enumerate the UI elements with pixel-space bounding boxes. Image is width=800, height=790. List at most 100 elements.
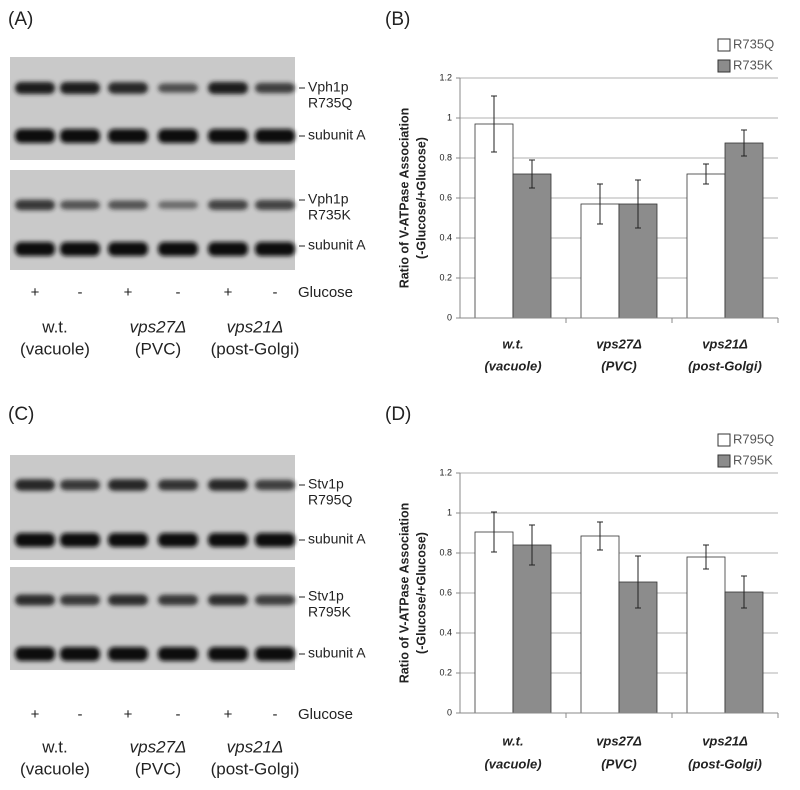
y-tick-label: 0 <box>447 707 452 717</box>
band-label: R735Q <box>308 95 352 111</box>
protein-band <box>108 82 148 94</box>
bar <box>474 123 514 319</box>
y-tick-label: 0.2 <box>439 272 452 282</box>
legend-swatch <box>717 454 731 468</box>
protein-band <box>15 199 55 211</box>
y-axis-label: (-Glucose/+Glucose) <box>414 137 428 259</box>
protein-band <box>108 479 148 491</box>
subunit-band <box>60 533 100 547</box>
subunit-band <box>255 647 295 661</box>
band-label: R795Q <box>308 492 352 508</box>
bar <box>724 591 764 714</box>
x-tick-label: vps27Δ <box>596 336 642 351</box>
legend-swatch <box>717 433 731 447</box>
glucose-sign: - <box>176 706 181 723</box>
protein-band <box>15 594 55 606</box>
subunit-band <box>158 647 198 661</box>
legend-label: R735K <box>733 57 773 72</box>
y-tick-label: 0.6 <box>439 587 452 597</box>
y-axis-label: Ratio of V-ATPase Association <box>397 108 411 289</box>
protein-band <box>208 594 248 606</box>
subunit-band <box>158 242 198 256</box>
band-label: R795K <box>308 604 351 620</box>
panel-label: (C) <box>8 404 34 425</box>
strain-label: (vacuole) <box>20 339 90 358</box>
strain-label: (vacuole) <box>20 759 90 778</box>
protein-band <box>108 200 148 210</box>
strain-label: vps27Δ <box>130 317 187 336</box>
legend-swatch <box>717 38 731 52</box>
subunit-band <box>255 242 295 256</box>
blot-background <box>10 57 295 160</box>
protein-band <box>158 83 198 93</box>
strain-label: vps21Δ <box>227 317 284 336</box>
subunit-band <box>60 647 100 661</box>
bar <box>474 531 514 714</box>
error-bar <box>741 575 747 609</box>
x-tick-label: (PVC) <box>601 756 636 771</box>
subunit-band <box>60 129 100 143</box>
subunit-band <box>208 647 248 661</box>
subunit-band <box>208 242 248 256</box>
glucose-sign: + <box>31 706 40 723</box>
protein-band <box>208 82 248 94</box>
y-tick-label: 0.8 <box>439 547 452 557</box>
strain-label: (PVC) <box>135 759 181 778</box>
glucose-sign: + <box>124 284 133 301</box>
error-bar <box>597 183 603 225</box>
y-tick-label: 0 <box>447 312 452 322</box>
x-tick-label: vps27Δ <box>596 733 642 748</box>
error-bar <box>703 163 709 185</box>
blot-background <box>10 170 295 270</box>
y-tick-label: 0.8 <box>439 152 452 162</box>
protein-band <box>15 82 55 94</box>
x-tick-label: vps21Δ <box>702 733 748 748</box>
subunit-band <box>15 647 55 661</box>
error-bar <box>491 511 497 553</box>
glucose-label: Glucose <box>298 706 353 723</box>
x-tick-label: w.t. <box>502 336 523 351</box>
bar <box>512 173 552 319</box>
strain-label: w.t. <box>41 737 68 756</box>
y-tick-label: 1.2 <box>439 467 452 477</box>
glucose-sign: - <box>273 706 278 723</box>
protein-band <box>208 200 248 210</box>
strain-label: vps27Δ <box>130 737 187 756</box>
subunit-band <box>255 533 295 547</box>
protein-band <box>60 200 100 210</box>
glucose-sign: + <box>31 284 40 301</box>
panel-label: (B) <box>385 9 410 30</box>
subunit-band <box>108 647 148 661</box>
strain-label: vps21Δ <box>227 737 284 756</box>
bar <box>686 173 726 319</box>
subunit-band <box>158 533 198 547</box>
protein-band <box>255 479 295 491</box>
band-label: Vph1p <box>308 191 349 207</box>
bar <box>686 556 726 714</box>
subunit-band <box>158 129 198 143</box>
protein-band <box>208 479 248 491</box>
bar <box>580 535 620 714</box>
y-tick-label: 0.2 <box>439 667 452 677</box>
y-axis-label: Ratio of V-ATPase Association <box>397 503 411 684</box>
band-label: Vph1p <box>308 79 349 95</box>
x-tick-label: (vacuole) <box>484 358 541 373</box>
strain-label: (PVC) <box>135 339 181 358</box>
band-label: subunit A <box>308 237 366 253</box>
band-label: subunit A <box>308 531 366 547</box>
y-tick-label: 1 <box>447 112 452 122</box>
error-bar <box>597 521 603 551</box>
protein-band <box>108 594 148 606</box>
subunit-band <box>15 242 55 256</box>
glucose-sign: - <box>78 706 83 723</box>
y-tick-label: 1.2 <box>439 72 452 82</box>
error-bar <box>491 95 497 153</box>
band-label: subunit A <box>308 127 366 143</box>
error-bar <box>529 524 535 566</box>
bar <box>512 544 552 714</box>
protein-band <box>158 201 198 209</box>
y-tick-label: 0.4 <box>439 627 452 637</box>
glucose-sign: + <box>224 284 233 301</box>
x-tick-label: (vacuole) <box>484 756 541 771</box>
